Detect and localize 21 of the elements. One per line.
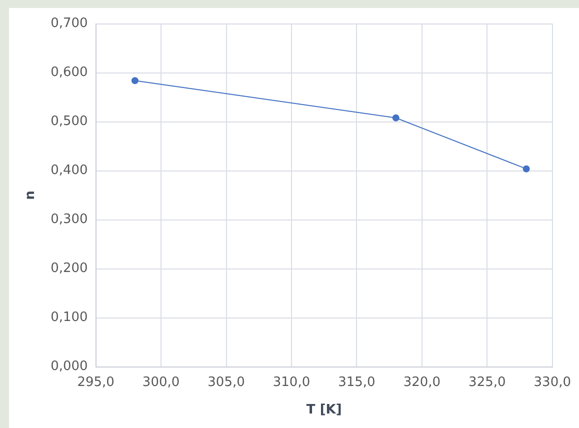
y-tick-label: 0,600 [50,65,88,80]
x-tick-label: 300,0 [142,374,180,390]
point [522,165,530,172]
y-tick-label: 0,000 [50,359,88,374]
x-tick-label: 320,0 [403,374,441,390]
y-tick-label: 0,700 [50,16,88,32]
x-tick-label: 310,0 [272,374,310,390]
x-tick-label: 315,0 [338,374,376,390]
y-axis-title: n [23,190,38,200]
point [131,77,138,84]
y-tick-label: 0,400 [50,163,88,178]
x-tick-label: 305,0 [208,374,245,390]
x-axis-title: T [K] [306,402,342,418]
y-tick-label: 0,100 [50,310,88,326]
y-tick-label: 0,300 [50,212,88,228]
point [392,114,400,122]
x-tick-label: 325,0 [468,374,506,390]
x-tick-label: 330,0 [534,374,571,390]
y-tick-label: 0,200 [50,261,88,276]
y-tick-label: 0,500 [50,114,88,130]
x-tick-label: 295,0 [77,374,114,390]
